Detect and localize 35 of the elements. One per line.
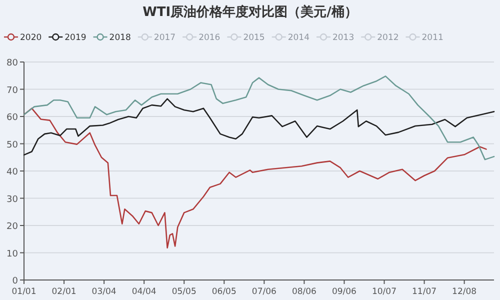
x-tick-label: 11/07	[412, 287, 437, 297]
x-tick-label: 04/04	[132, 287, 156, 297]
legend-label: 2016	[198, 33, 220, 43]
legend-label: 2019	[64, 33, 86, 43]
x-tick-label: 08/06	[292, 287, 316, 297]
x-tick-label: 10/07	[372, 287, 396, 297]
x-tick-label: 03/04	[92, 287, 116, 297]
x-tick-label: 07/06	[252, 287, 276, 297]
legend-label: 2014	[288, 33, 310, 43]
legend-label: 2020	[20, 33, 42, 43]
x-tick-label: 01/01	[12, 287, 36, 297]
chart-title: WTI原油价格年度对比图（美元/桶）	[142, 4, 358, 20]
y-tick-label: 60	[6, 113, 18, 123]
y-tick-label: 40	[6, 168, 18, 178]
line-series	[23, 76, 495, 160]
legend-label: 2013	[332, 33, 354, 43]
legend-label: 2018	[109, 33, 131, 43]
y-tick-label: 30	[6, 194, 18, 205]
y-tick-label: 0	[12, 276, 18, 286]
y-tick-label: 70	[6, 86, 18, 96]
x-tick-label: 02/01	[52, 287, 76, 297]
y-tick-label: 80	[6, 58, 18, 68]
y-tick-label: 50	[6, 140, 18, 150]
x-tick-label: 06/05	[212, 287, 236, 297]
legend-label: 2017	[154, 33, 176, 43]
legend-label: 2011	[422, 33, 444, 43]
y-tick-label: 10	[6, 249, 18, 260]
x-tick-label: 05/05	[172, 287, 196, 297]
x-tick-label: 09/06	[332, 287, 356, 297]
legend-label: 2012	[377, 33, 399, 43]
line-series	[23, 108, 487, 248]
x-tick-label: 12/08	[452, 287, 477, 297]
legend-label: 2015	[243, 33, 265, 43]
line-series	[23, 98, 495, 156]
y-tick-label: 20	[6, 222, 18, 232]
